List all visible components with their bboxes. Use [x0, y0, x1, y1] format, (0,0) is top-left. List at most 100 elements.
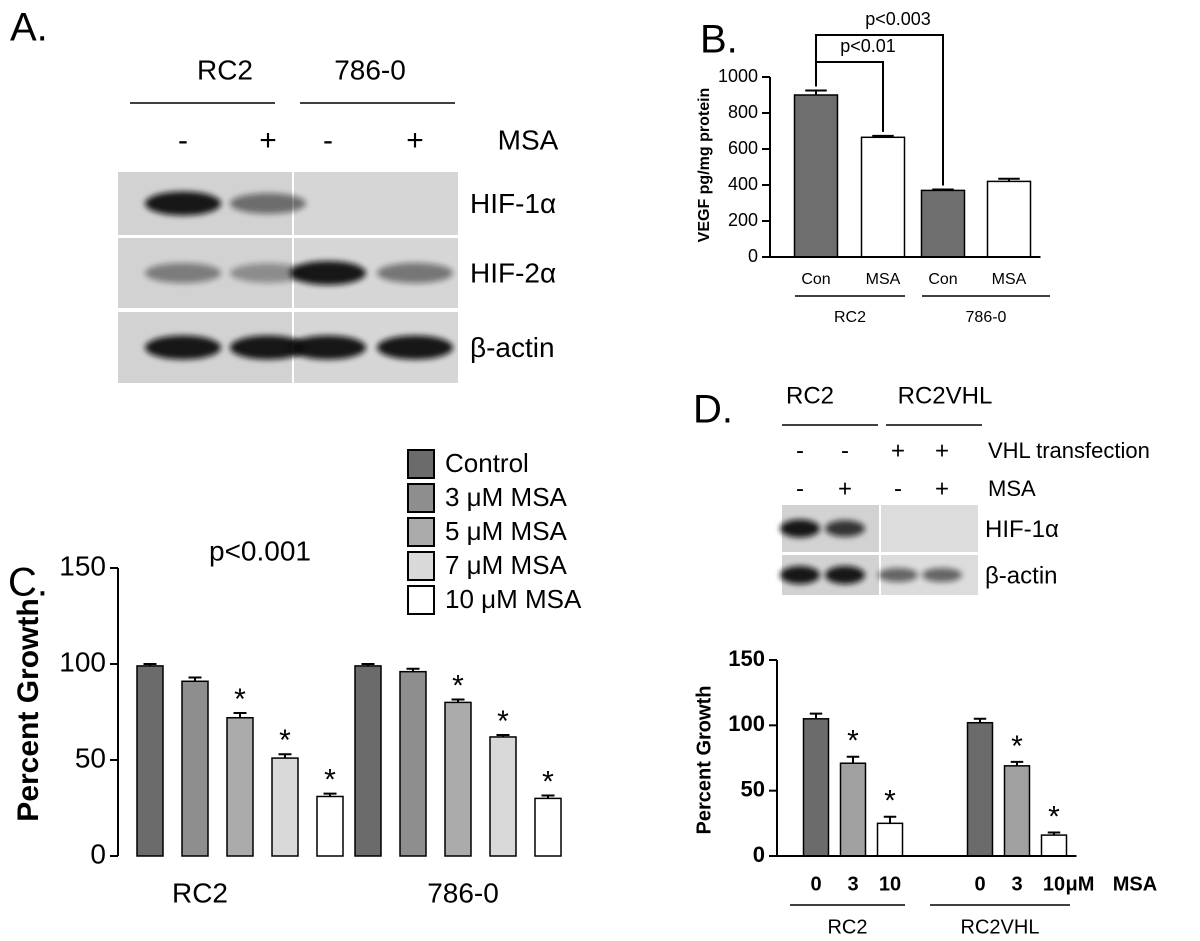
- panel-label: A.: [10, 6, 48, 50]
- panel-label: B.: [700, 18, 738, 62]
- bar: [226, 717, 254, 857]
- group-label: 786-0: [966, 309, 1007, 326]
- y-tick-label: 600: [728, 138, 758, 158]
- treatment-label: VHL transfection: [988, 438, 1150, 463]
- x-tick-label: MSA: [992, 271, 1027, 288]
- y-tick-label: 150: [728, 646, 765, 671]
- lane-sign: +: [935, 437, 949, 464]
- lane-sign: +: [259, 124, 277, 157]
- legend-label: 7 μM MSA: [445, 550, 568, 580]
- bar: [986, 180, 1032, 258]
- x-tick-label: 786-0: [427, 877, 499, 908]
- legend-label: 5 μM MSA: [445, 516, 568, 546]
- x-tick-label: 10: [879, 873, 901, 895]
- band: [780, 519, 820, 538]
- x-tick-label: MSA: [866, 271, 901, 288]
- bar: [444, 701, 472, 857]
- y-tick-label: 100: [59, 646, 106, 677]
- y-tick-label: 100: [728, 711, 765, 736]
- x-tick-label: Con: [928, 271, 957, 288]
- x-tick-label: 0: [810, 873, 821, 895]
- y-tick-label: 0: [90, 838, 106, 869]
- band: [145, 335, 221, 360]
- x-tick-label: 0: [974, 873, 985, 895]
- panel-label: D.: [693, 388, 733, 432]
- band: [145, 262, 221, 284]
- group-label: RC2: [827, 916, 867, 938]
- unit-label: μM: [1066, 873, 1095, 895]
- error-bar: [406, 667, 420, 672]
- lane-sign: -: [796, 437, 804, 464]
- legend-swatch: [407, 517, 435, 547]
- error-bar: [323, 792, 337, 797]
- band: [878, 568, 918, 582]
- y-tick-label: 200: [728, 210, 758, 230]
- error-bar: [496, 734, 510, 737]
- legend-label: Control: [445, 448, 529, 478]
- lane-sign: -: [841, 437, 849, 464]
- blot-panel: [294, 172, 458, 235]
- error-bar: [1047, 831, 1061, 836]
- legend-label: 3 μM MSA: [445, 482, 568, 512]
- lane-header: RC2: [786, 382, 834, 409]
- error-bar: [278, 753, 292, 759]
- band: [290, 335, 366, 360]
- y-axis-label: Percent Growth: [12, 598, 45, 821]
- y-tick-label: 0: [753, 842, 765, 867]
- error-bar: [872, 134, 894, 138]
- bar: [489, 736, 517, 857]
- error-bar: [809, 712, 823, 719]
- bar: [802, 718, 830, 857]
- band: [825, 520, 865, 537]
- error-bar: [233, 711, 247, 718]
- lane-sign: -: [323, 124, 333, 157]
- lane-sign: +: [838, 475, 852, 502]
- y-tick-label: 1000: [718, 66, 758, 86]
- band: [780, 566, 820, 584]
- significance: *: [847, 725, 859, 758]
- lane-header: RC2: [197, 54, 253, 85]
- bar: [839, 762, 867, 857]
- significance: *: [497, 705, 509, 738]
- lane-sign: -: [894, 475, 902, 502]
- lane-sign: -: [796, 475, 804, 502]
- x-tick-label: RC2: [172, 877, 228, 908]
- band: [145, 191, 221, 216]
- band: [290, 261, 366, 285]
- lane-sign: +: [891, 437, 905, 464]
- error-bar: [805, 89, 827, 95]
- band: [230, 335, 306, 360]
- x-tick-label: 3: [847, 873, 858, 895]
- error-bar: [143, 663, 157, 666]
- lane-sign: -: [178, 124, 188, 157]
- bar: [136, 665, 164, 857]
- blot-row-label: HIF-2α: [470, 257, 556, 288]
- y-tick-label: 150: [59, 550, 106, 581]
- significance: *: [1011, 730, 1023, 763]
- significance: *: [452, 669, 464, 702]
- band: [825, 566, 865, 584]
- x-tick-label: 10: [1043, 873, 1065, 895]
- group-label: RC2VHL: [961, 916, 1040, 938]
- y-tick-label: 0: [748, 246, 758, 266]
- legend-swatch: [407, 483, 435, 513]
- lane-header: RC2VHL: [898, 382, 993, 409]
- significance: *: [884, 785, 896, 818]
- bar: [860, 136, 906, 258]
- band: [922, 568, 962, 582]
- y-axis-label: VEGF pg/mg protein: [696, 88, 713, 243]
- bracket: [815, 34, 944, 186]
- error-bar: [1010, 760, 1024, 766]
- bar: [271, 757, 299, 857]
- annotation: p<0.003: [865, 9, 931, 29]
- error-bar: [932, 188, 954, 191]
- bar: [1003, 765, 1031, 857]
- x-tick-label: Con: [801, 271, 830, 288]
- lane-sign: +: [406, 124, 424, 157]
- legend-swatch: [407, 551, 435, 581]
- significance: *: [279, 724, 291, 757]
- band: [230, 263, 306, 283]
- legend-label: 10 μM MSA: [445, 584, 582, 614]
- blot-row-label: HIF-1α: [470, 188, 556, 219]
